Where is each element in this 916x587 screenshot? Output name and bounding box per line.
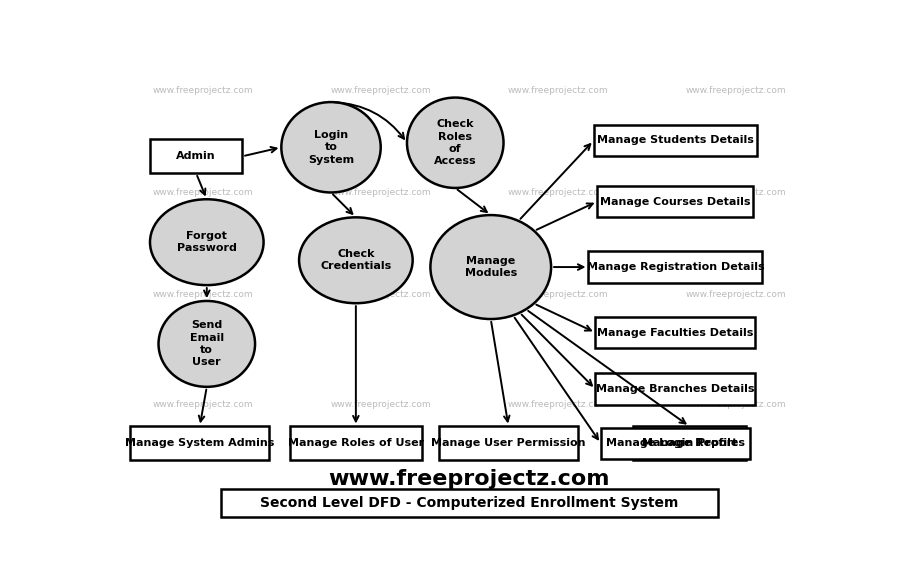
FancyBboxPatch shape bbox=[221, 489, 718, 517]
FancyBboxPatch shape bbox=[290, 426, 421, 460]
Text: Second Level DFD - Computerized Enrollment System: Second Level DFD - Computerized Enrollme… bbox=[260, 496, 679, 510]
Text: www.freeprojectz.com: www.freeprojectz.com bbox=[331, 289, 431, 299]
FancyBboxPatch shape bbox=[633, 426, 747, 460]
Ellipse shape bbox=[150, 199, 264, 285]
Text: Manage User Permission: Manage User Permission bbox=[431, 438, 585, 448]
Text: www.freeprojectz.com: www.freeprojectz.com bbox=[507, 400, 608, 409]
Text: www.freeprojectz.com: www.freeprojectz.com bbox=[153, 289, 254, 299]
Text: www.freeprojectz.com: www.freeprojectz.com bbox=[153, 400, 254, 409]
Text: Check
Credentials: Check Credentials bbox=[321, 249, 391, 271]
FancyBboxPatch shape bbox=[601, 427, 750, 459]
Text: Check
Roles
of
Access: Check Roles of Access bbox=[434, 119, 476, 166]
Text: Manage Branches Details: Manage Branches Details bbox=[596, 384, 755, 394]
Text: Manage Students Details: Manage Students Details bbox=[597, 136, 754, 146]
FancyBboxPatch shape bbox=[150, 139, 242, 173]
Ellipse shape bbox=[407, 97, 504, 188]
Text: Forgot
Password: Forgot Password bbox=[177, 231, 236, 254]
Text: www.freeprojectz.com: www.freeprojectz.com bbox=[507, 188, 608, 197]
Text: www.freeprojectz.com: www.freeprojectz.com bbox=[685, 86, 786, 95]
Text: Login
to
System: Login to System bbox=[308, 130, 354, 165]
FancyBboxPatch shape bbox=[588, 251, 762, 283]
Ellipse shape bbox=[281, 102, 381, 193]
Text: www.freeprojectz.com: www.freeprojectz.com bbox=[331, 188, 431, 197]
Text: Manage Report: Manage Report bbox=[642, 438, 737, 448]
Text: Manage
Modules: Manage Modules bbox=[464, 256, 517, 278]
Text: Manage Roles of User: Manage Roles of User bbox=[288, 438, 424, 448]
Text: Send
Email
to
User: Send Email to User bbox=[190, 321, 224, 367]
Text: Manage System Admins: Manage System Admins bbox=[125, 438, 275, 448]
Ellipse shape bbox=[158, 301, 255, 387]
FancyBboxPatch shape bbox=[595, 317, 755, 349]
Text: www.freeprojectz.com: www.freeprojectz.com bbox=[329, 470, 610, 490]
Ellipse shape bbox=[299, 217, 412, 303]
Text: www.freeprojectz.com: www.freeprojectz.com bbox=[331, 400, 431, 409]
FancyBboxPatch shape bbox=[130, 426, 269, 460]
Text: Manage Registration Details: Manage Registration Details bbox=[586, 262, 764, 272]
Text: www.freeprojectz.com: www.freeprojectz.com bbox=[685, 289, 786, 299]
FancyBboxPatch shape bbox=[440, 426, 578, 460]
FancyBboxPatch shape bbox=[595, 373, 755, 405]
Ellipse shape bbox=[431, 215, 551, 319]
Text: Manage Login Profiles: Manage Login Profiles bbox=[605, 438, 745, 448]
Text: www.freeprojectz.com: www.freeprojectz.com bbox=[331, 86, 431, 95]
Text: Admin: Admin bbox=[176, 151, 216, 161]
Text: www.freeprojectz.com: www.freeprojectz.com bbox=[685, 188, 786, 197]
Text: Manage Faculties Details: Manage Faculties Details bbox=[597, 328, 754, 338]
Text: www.freeprojectz.com: www.freeprojectz.com bbox=[685, 400, 786, 409]
FancyBboxPatch shape bbox=[597, 185, 753, 217]
Text: www.freeprojectz.com: www.freeprojectz.com bbox=[153, 86, 254, 95]
Text: www.freeprojectz.com: www.freeprojectz.com bbox=[507, 86, 608, 95]
Text: www.freeprojectz.com: www.freeprojectz.com bbox=[507, 289, 608, 299]
Text: www.freeprojectz.com: www.freeprojectz.com bbox=[153, 188, 254, 197]
Text: Manage Courses Details: Manage Courses Details bbox=[600, 197, 750, 207]
FancyBboxPatch shape bbox=[594, 124, 757, 156]
